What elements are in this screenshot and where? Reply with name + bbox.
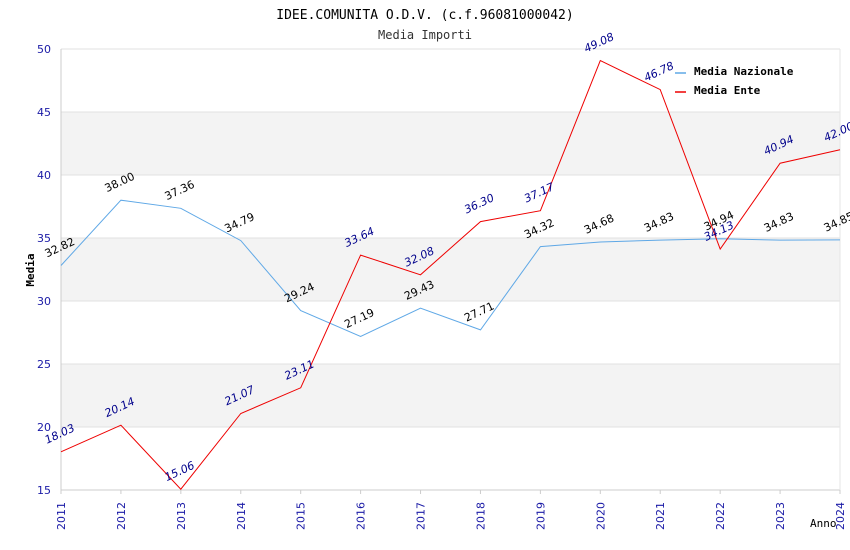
y-tick-label: 15 <box>37 484 51 497</box>
x-tick-label: 2014 <box>235 502 248 530</box>
x-tick-label: 2022 <box>714 502 727 530</box>
x-tick-label: 2011 <box>55 502 68 530</box>
x-tick-label: 2020 <box>594 502 607 530</box>
data-label: 34.83 <box>642 210 676 235</box>
grid-band <box>61 364 840 427</box>
series-lines <box>60 59 841 490</box>
data-label: 49.08 <box>582 30 616 55</box>
y-tick-label: 30 <box>37 295 51 308</box>
legend: Media Nazionale Media Ente <box>675 65 794 97</box>
data-label: 34.85 <box>822 210 850 235</box>
legend-label-nazionale: Media Nazionale <box>694 65 794 78</box>
data-label: 27.71 <box>462 299 496 324</box>
grid-band <box>61 238 840 301</box>
axes <box>60 49 841 494</box>
y-tick-label: 35 <box>37 232 51 245</box>
x-tick-label: 2013 <box>175 502 188 530</box>
data-label: 27.19 <box>342 306 376 331</box>
x-tick-labels: 2011 2012 2013 2014 2015 2016 2017 2018 2019 2020… <box>55 502 847 530</box>
y-tick-label: 50 <box>37 43 51 56</box>
data-label: 34.68 <box>582 212 616 237</box>
chart-subtitle: Media Importi <box>378 28 472 42</box>
x-tick-label: 2016 <box>355 502 368 530</box>
y-tick-label: 25 <box>37 358 51 371</box>
x-tick-label: 2023 <box>774 502 787 530</box>
chart-title: IDEE.COMUNITA O.D.V. (c.f.96081000042) <box>276 8 573 23</box>
y-axis-label: Media <box>24 253 37 286</box>
y-tick-label: 20 <box>37 421 51 434</box>
x-tick-label: 2012 <box>115 502 128 530</box>
gridlines <box>61 48 840 491</box>
y-tick-label: 40 <box>37 169 51 182</box>
grid-bands <box>61 112 840 427</box>
series-line-nazionale <box>60 199 841 337</box>
x-axis-label: Anno <box>810 517 837 530</box>
data-label: 37.17 <box>522 180 556 205</box>
x-tick-label: 2018 <box>474 502 487 530</box>
series-line-ente <box>60 59 841 490</box>
data-label: 37.36 <box>163 178 197 203</box>
x-tick-label: 2021 <box>654 502 667 530</box>
data-label: 34.83 <box>762 210 796 235</box>
grid-band <box>61 112 840 175</box>
data-label: 36.30 <box>462 191 496 216</box>
legend-label-ente: Media Ente <box>694 84 761 97</box>
y-tick-label: 45 <box>37 106 51 119</box>
data-label: 34.79 <box>223 210 257 235</box>
data-label: 46.78 <box>642 59 676 84</box>
x-tick-label: 2024 <box>834 502 847 530</box>
x-tick-label: 2015 <box>295 502 308 530</box>
data-label: 15.06 <box>163 459 197 484</box>
x-tick-label: 2017 <box>415 502 428 530</box>
x-tick-label: 2019 <box>534 502 547 530</box>
y-tick-labels: 15 20 25 30 35 40 45 50 <box>37 43 51 497</box>
